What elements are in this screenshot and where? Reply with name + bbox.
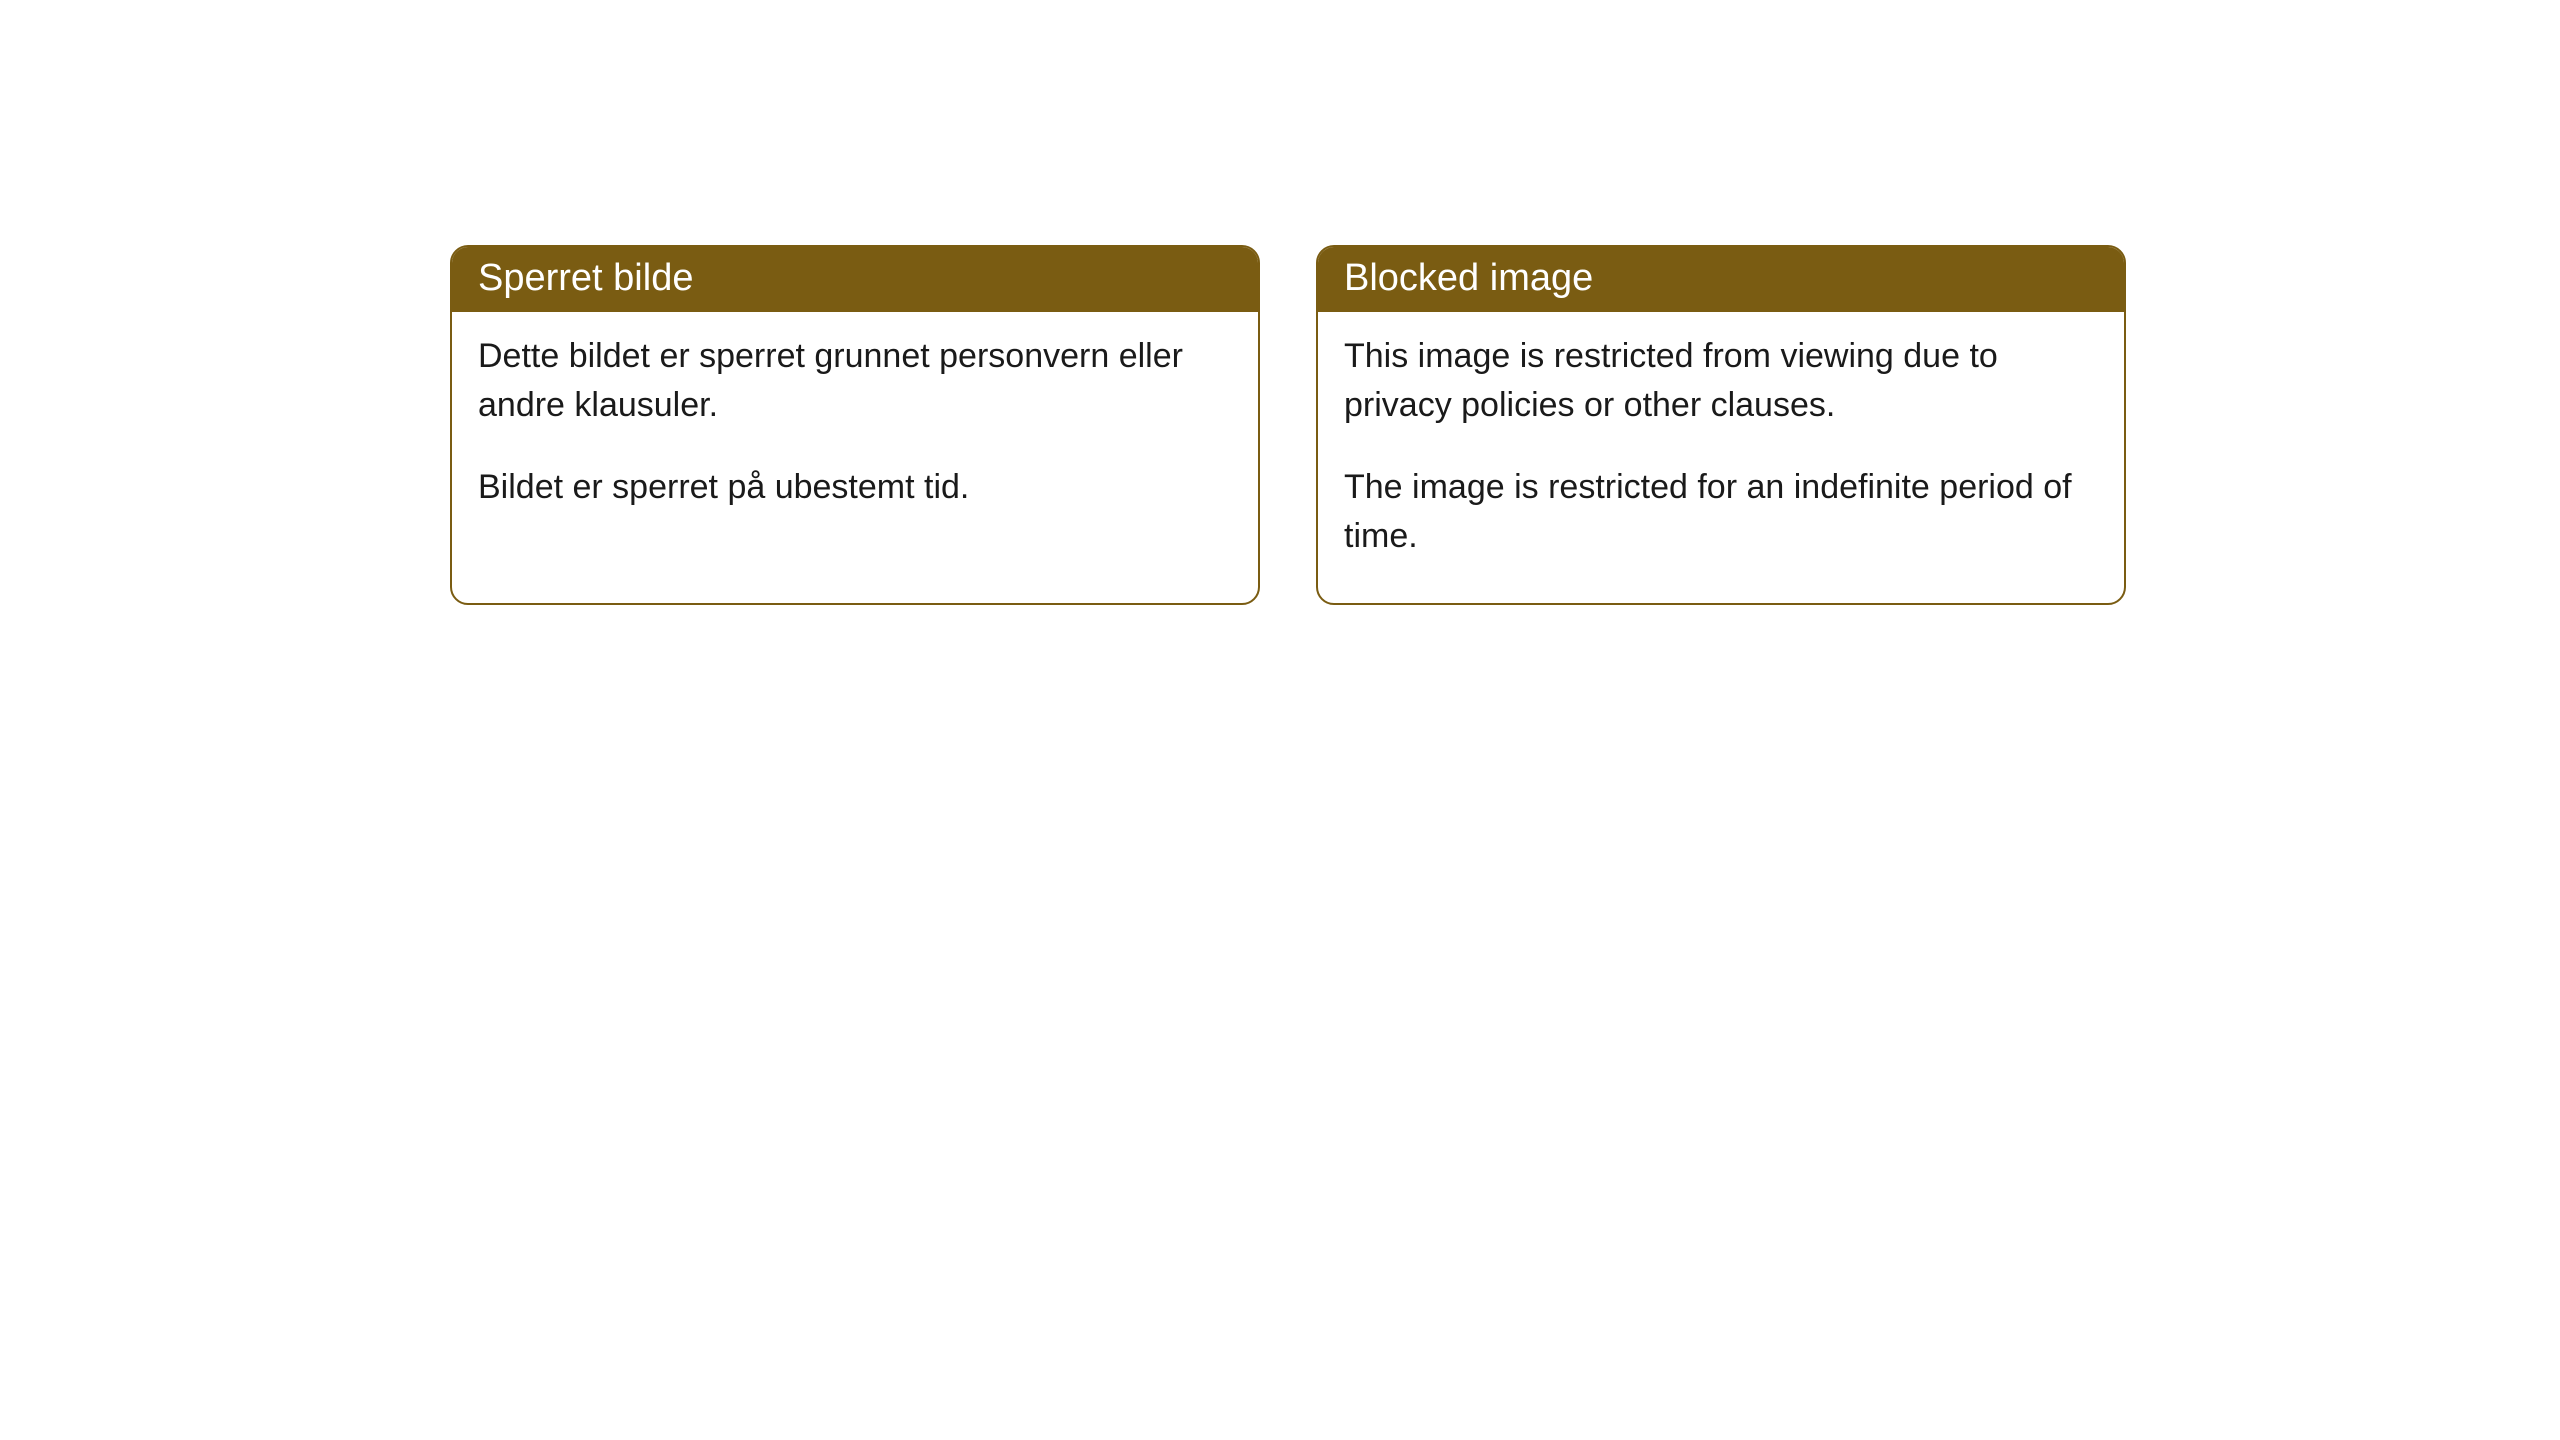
notice-title: Blocked image [1344,257,1593,299]
notice-paragraph: The image is restricted for an indefinit… [1344,463,2098,562]
notice-box-english: Blocked image This image is restricted f… [1316,245,2126,605]
notice-container: Sperret bilde Dette bildet er sperret gr… [450,245,2126,605]
notice-header-norwegian: Sperret bilde [452,247,1258,312]
notice-paragraph: This image is restricted from viewing du… [1344,332,2098,431]
notice-paragraph: Dette bildet er sperret grunnet personve… [478,332,1232,431]
notice-body-english: This image is restricted from viewing du… [1318,312,2124,603]
notice-title: Sperret bilde [478,257,693,299]
notice-body-norwegian: Dette bildet er sperret grunnet personve… [452,312,1258,554]
notice-paragraph: Bildet er sperret på ubestemt tid. [478,463,1232,512]
notice-header-english: Blocked image [1318,247,2124,312]
notice-box-norwegian: Sperret bilde Dette bildet er sperret gr… [450,245,1260,605]
